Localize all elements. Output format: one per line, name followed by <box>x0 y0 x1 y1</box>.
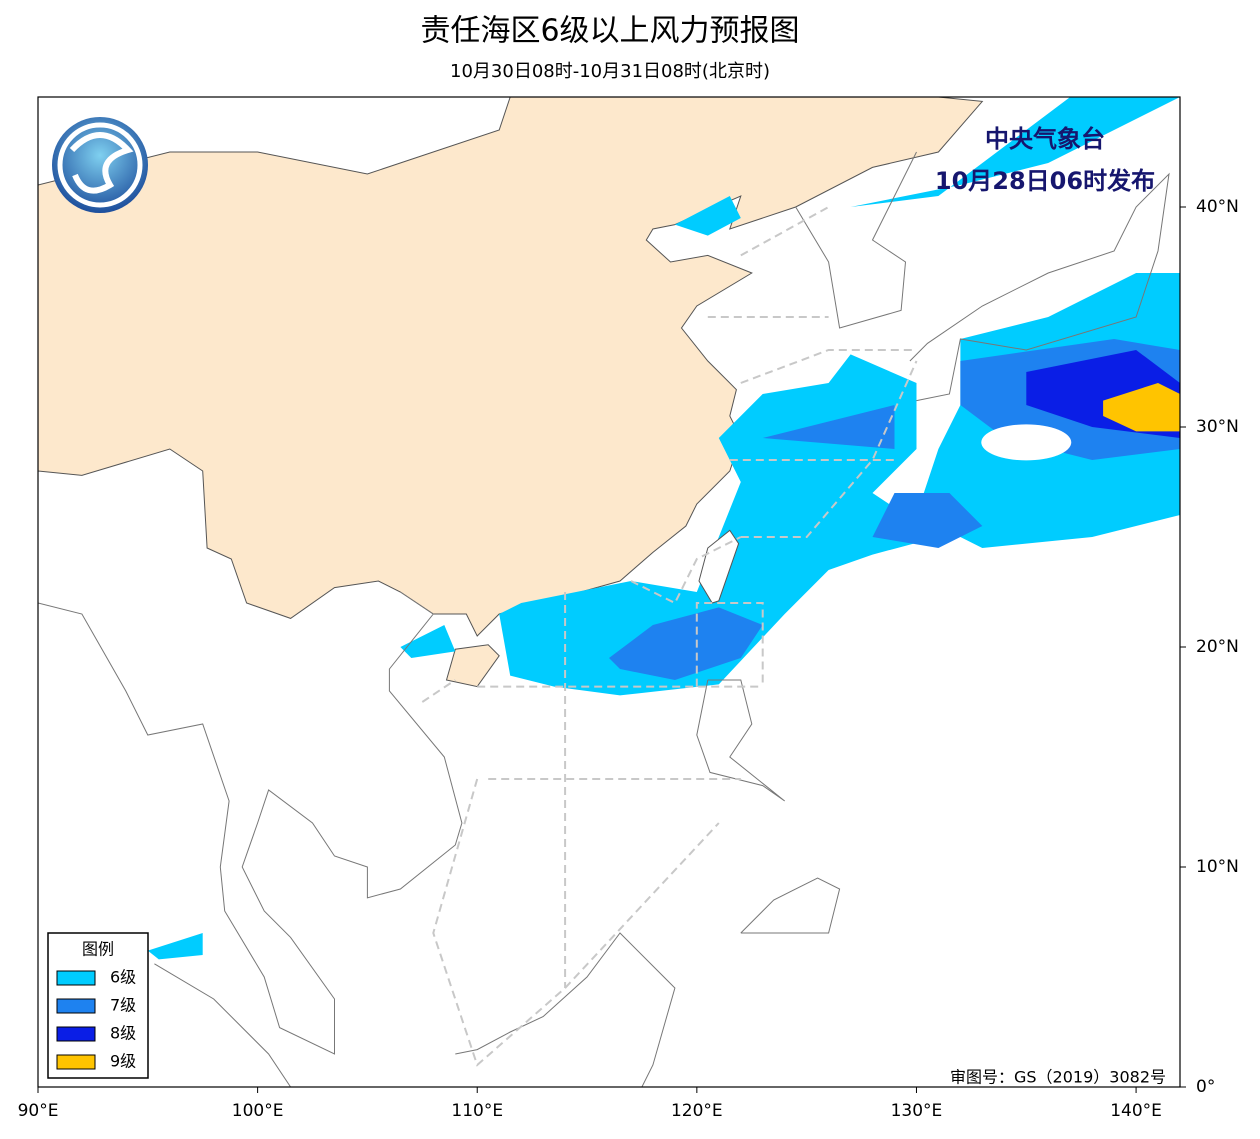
logo <box>52 117 148 213</box>
map-area <box>38 97 1180 1087</box>
y-tick-label: 0° <box>1196 1077 1215 1097</box>
subtitle: 10月30日08时-10月31日08时(北京时) <box>450 61 770 82</box>
wind-area <box>674 196 741 236</box>
sea-area-boundary <box>740 206 830 257</box>
wind-area <box>1103 383 1180 432</box>
x-tick-label: 90°E <box>18 1101 59 1121</box>
wind-area <box>762 405 895 449</box>
issuer: 中央气象台 <box>985 125 1105 153</box>
legend-title: 图例 <box>82 940 114 959</box>
legend-swatch <box>56 1026 96 1042</box>
x-tick-label: 100°E <box>232 1101 284 1121</box>
legend-swatch <box>56 1054 96 1070</box>
legend: 图例 6级 7级 8级 9级 <box>47 932 149 1079</box>
legend-swatch <box>56 998 96 1014</box>
x-tick-label: 110°E <box>451 1101 503 1121</box>
wind-area <box>609 607 763 680</box>
wind-area <box>850 97 1180 207</box>
sea-area-boundary <box>630 536 742 605</box>
approval-number: 审图号：GS（2019）3082号 <box>950 1068 1166 1087</box>
coastline <box>795 151 917 329</box>
y-tick-label: 20°N <box>1196 637 1239 657</box>
coastline <box>740 877 841 934</box>
issue-time: 10月28日06时发布 <box>935 167 1155 195</box>
y-tick-label: 10°N <box>1196 857 1239 877</box>
sea-area-boundary <box>740 349 917 384</box>
legend-label: 8级 <box>110 1024 136 1043</box>
x-tick-label: 120°E <box>671 1101 723 1121</box>
coastline <box>455 932 676 1087</box>
title: 责任海区6级以上风力预报图 <box>420 14 799 49</box>
x-tick-label: 140°E <box>1110 1101 1162 1121</box>
x-tick-label: 130°E <box>891 1101 943 1121</box>
sea-area-boundary <box>740 360 918 538</box>
coastline <box>38 591 463 1055</box>
wind-area <box>400 625 456 658</box>
coastline <box>696 679 786 802</box>
wind-area <box>147 933 203 960</box>
map-frame <box>37 96 1181 1088</box>
legend-swatch <box>56 970 96 986</box>
coastline <box>154 963 292 1087</box>
y-tick-label: 40°N <box>1196 197 1239 217</box>
wind-area <box>872 493 983 548</box>
legend-label: 6级 <box>110 968 136 987</box>
legend-label: 9级 <box>110 1052 136 1071</box>
hainan-land <box>445 644 500 688</box>
sea-area-boundary <box>432 778 720 1067</box>
sea-area-boundary <box>695 602 764 687</box>
coastline <box>909 172 1170 402</box>
y-tick-label: 30°N <box>1196 417 1239 437</box>
sea-area-boundary <box>421 679 456 703</box>
white-gap <box>981 424 1072 461</box>
legend-label: 7级 <box>110 996 136 1015</box>
china-land <box>38 97 984 637</box>
